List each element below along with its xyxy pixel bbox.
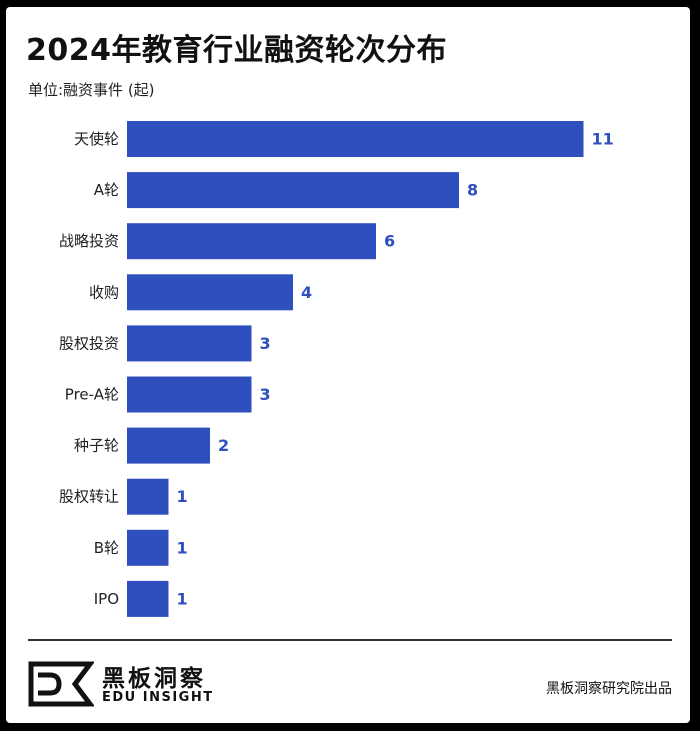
category-label: 种子轮	[74, 437, 119, 455]
bar	[127, 121, 584, 157]
category-label: 收购	[89, 283, 119, 301]
value-label: 11	[592, 130, 614, 149]
category-label: 股权转让	[59, 488, 119, 506]
category-label: Pre-A轮	[65, 386, 119, 404]
category-label: B轮	[94, 539, 119, 557]
value-label: 2	[218, 436, 229, 455]
value-label: 1	[177, 538, 188, 557]
category-label: 战略投资	[59, 232, 119, 250]
bar	[127, 376, 252, 413]
value-label: 8	[467, 181, 478, 200]
footer-divider	[28, 639, 672, 641]
category-label: 天使轮	[74, 130, 119, 148]
value-label: 4	[301, 283, 312, 302]
value-label: 3	[260, 385, 271, 404]
bar	[127, 529, 169, 566]
bar	[127, 427, 210, 464]
value-label: 1	[177, 487, 188, 506]
bar	[127, 580, 169, 617]
source-credit: 黑板洞察研究院出品	[546, 681, 672, 697]
category-label: 股权投资	[59, 334, 119, 352]
chart-card: 2024年教育行业融资轮次分布 单位:融资事件 (起) 天使轮 11 A轮 8 战略投资…	[6, 7, 690, 723]
bar	[127, 478, 169, 515]
category-label: IPO	[94, 590, 119, 608]
bar	[127, 325, 252, 362]
brand-mark-icon	[28, 661, 94, 707]
bar	[127, 223, 376, 260]
category-label: A轮	[94, 181, 119, 199]
value-label: 3	[260, 334, 271, 353]
value-label: 1	[177, 589, 188, 608]
value-label: 6	[384, 232, 395, 251]
brand-logo: 黑板洞察 EDU INSIGHT	[28, 659, 218, 711]
unit-label: 单位:融资事件 (起)	[28, 81, 155, 99]
brand-name-en: EDU INSIGHT	[102, 690, 214, 705]
brand-name-cn: 黑板洞察	[102, 666, 206, 692]
bar	[127, 274, 293, 311]
chart-title: 2024年教育行业融资轮次分布	[26, 33, 447, 68]
bar	[127, 172, 459, 209]
